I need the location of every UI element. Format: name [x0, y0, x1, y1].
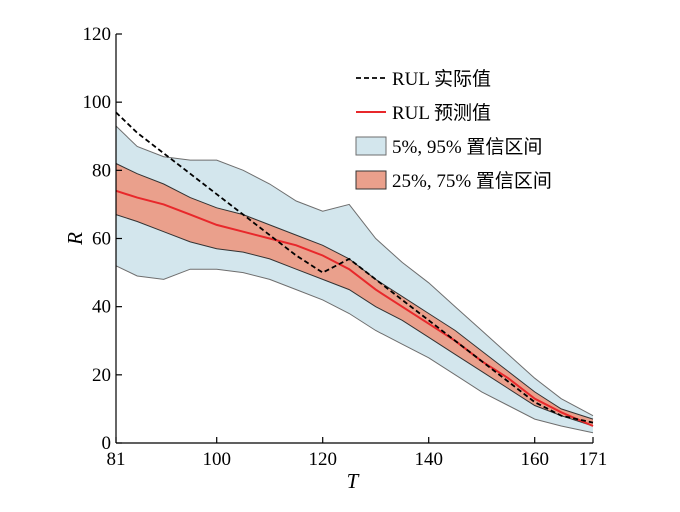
legend-label: 25%, 75% 置信区间	[392, 170, 552, 192]
y-tick-label: 20	[92, 365, 111, 386]
x-tick-label: 81	[107, 449, 126, 470]
legend: RUL 实际值 RUL 预测值 5%, 95% 置信区间 25%, 75% 置信区间	[355, 68, 552, 192]
legend-label: RUL 实际值	[392, 68, 491, 90]
x-tick-label: 100	[202, 449, 231, 470]
x-tick-label: 120	[308, 449, 337, 470]
legend-swatch-band	[355, 170, 387, 190]
legend-label: RUL 预测值	[392, 102, 491, 124]
x-axis-title: T	[347, 469, 360, 493]
series-line-predicted	[115, 189, 594, 427]
y-tick-label: 100	[83, 92, 112, 113]
series-lines	[115, 111, 594, 427]
x-tick-label: 171	[579, 449, 608, 470]
band-5-95-lower-edge	[115, 265, 594, 434]
y-tick-label: 80	[92, 160, 111, 181]
y-tick-label: 120	[83, 24, 112, 45]
band-25-75-lower-edge	[115, 214, 594, 427]
x-tick-label: 140	[414, 449, 443, 470]
y-axis-title: R	[63, 232, 87, 246]
series-line-actual	[115, 111, 594, 424]
x-tick-label: 160	[520, 449, 549, 470]
axes: 0 20 40 60 80 100 120 81 100 120 140 160 171	[83, 24, 608, 470]
y-tick-label: 0	[102, 433, 112, 454]
y-tick-label: 40	[92, 297, 111, 318]
band-5-95-upper-edge	[115, 125, 594, 417]
legend-swatch-band	[355, 136, 387, 156]
legend-label: 5%, 95% 置信区间	[392, 136, 542, 158]
y-tick-label: 60	[92, 229, 111, 250]
